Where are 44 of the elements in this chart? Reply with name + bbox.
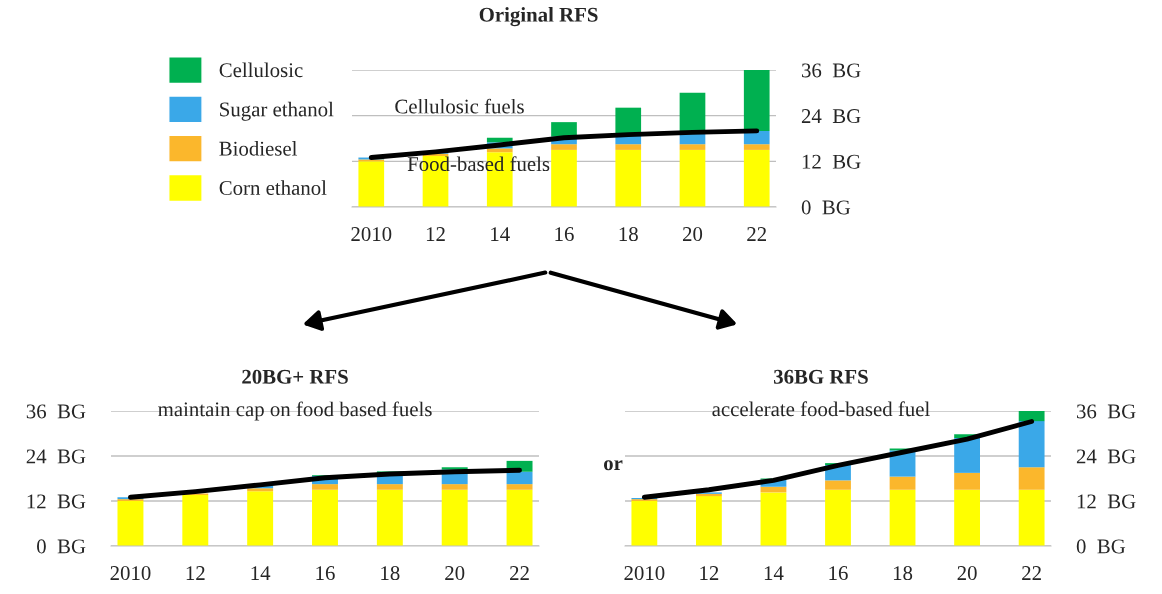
legend-label: Corn ethanol [219, 180, 327, 195]
x-tick-label: 20 [957, 566, 977, 581]
x-tick-label: 12 [700, 566, 719, 580]
chart-title: 20BG+ RFS [242, 369, 348, 384]
chart-subtitle: maintain cap on food based fuels [158, 401, 432, 421]
annotation: Cellulosic fuels [395, 98, 524, 114]
y-tick-label: 36 BG [26, 404, 86, 419]
legend-label: Sugar ethanol [220, 101, 334, 121]
chart-subtitle: accelerate food-based fuel [712, 401, 930, 417]
x-tick-label: 2010 [351, 227, 392, 242]
x-tick-label: 18 [619, 227, 638, 242]
x-tick-label: 16 [316, 566, 335, 581]
y-tick-label: 0 BG [801, 200, 851, 215]
chart-title: Original RFS [479, 7, 598, 27]
x-tick-label: 16 [829, 566, 848, 581]
x-tick-label: 22 [510, 566, 529, 580]
x-tick-label: 12 [186, 566, 205, 580]
y-tick-label: 12 BG [27, 494, 86, 509]
y-tick-label: 24 BG [801, 109, 861, 124]
y-tick-label: 24 BG [1076, 449, 1136, 464]
legend-label: Biodiesel [219, 141, 298, 156]
x-tick-label: 14 [764, 566, 784, 580]
x-tick-label: 22 [1022, 566, 1041, 580]
x-tick-label: 12 [426, 227, 445, 241]
x-tick-label: 22 [747, 227, 766, 241]
y-tick-label: 36 BG [1077, 404, 1136, 419]
y-tick-label: 36 BG [802, 63, 861, 78]
x-tick-label: 2010 [110, 566, 151, 581]
x-tick-label: 14 [491, 227, 510, 241]
y-tick-label: 12 BG [1077, 494, 1136, 509]
x-tick-label: 16 [555, 227, 574, 242]
x-tick-label: 2010 [624, 566, 665, 581]
x-tick-label: 18 [893, 566, 913, 581]
x-tick-label: 20 [682, 227, 703, 242]
x-tick-label: 20 [445, 566, 465, 581]
y-tick-label: 0 BG [37, 539, 86, 554]
y-tick-label: 12 BG [802, 154, 861, 169]
y-tick-label: 0 BG [1076, 539, 1126, 554]
legend-label: Cellulosic [219, 62, 303, 78]
text: or [603, 460, 623, 471]
chart-title: 36BG RFS [774, 369, 868, 384]
y-tick-label: 24 BG [26, 449, 86, 464]
x-tick-label: 18 [381, 566, 400, 581]
x-tick-label: 14 [251, 566, 271, 580]
